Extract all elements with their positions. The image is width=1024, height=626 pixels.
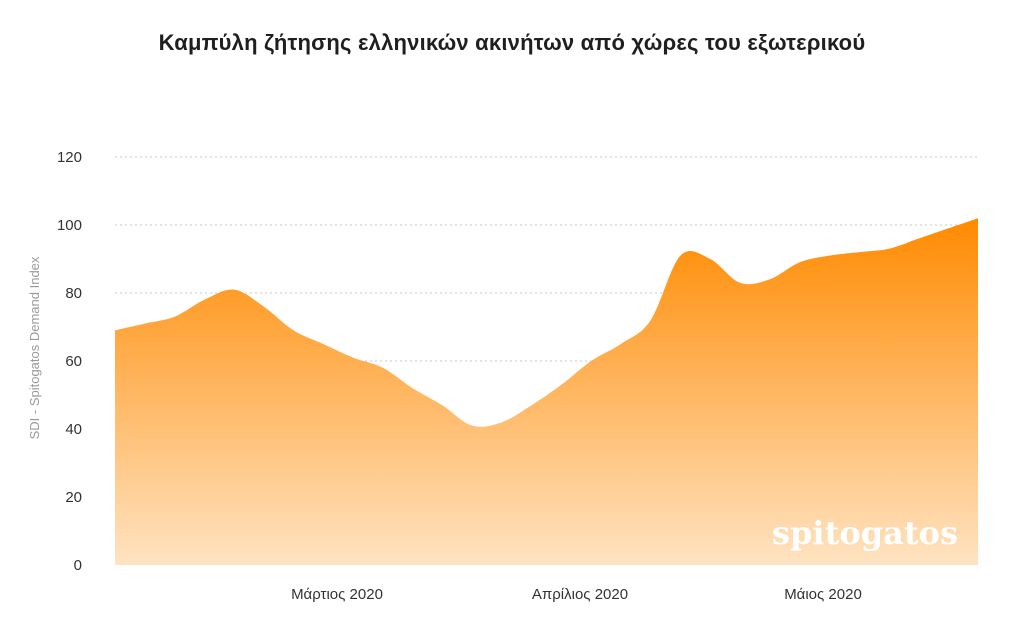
y-axis-ticks: 0 20 40 60 80 100 120 <box>57 149 82 574</box>
x-tick-label: Μάιος 2020 <box>784 586 862 603</box>
x-axis-ticks: Μάρτιος 2020 Απρίλιος 2020 Μάιος 2020 <box>291 586 862 603</box>
y-tick-label: 20 <box>65 489 82 506</box>
chart-title: Καμπύλη ζήτησης ελληνικών ακινήτων από χ… <box>158 30 866 55</box>
y-tick-label: 60 <box>65 353 82 370</box>
area-series <box>115 218 978 565</box>
x-tick-label: Μάρτιος 2020 <box>291 586 383 603</box>
x-tick-label: Απρίλιος 2020 <box>532 586 628 603</box>
spitogatos-watermark: spitogatos <box>772 514 958 552</box>
y-tick-label: 120 <box>57 149 82 166</box>
y-tick-label: 40 <box>65 421 82 438</box>
y-tick-label: 100 <box>57 217 82 234</box>
y-tick-label: 80 <box>65 285 82 302</box>
y-axis-label: SDI - Spitogatos Demand Index <box>27 256 42 439</box>
y-tick-label: 0 <box>74 557 82 574</box>
demand-area <box>115 218 978 565</box>
